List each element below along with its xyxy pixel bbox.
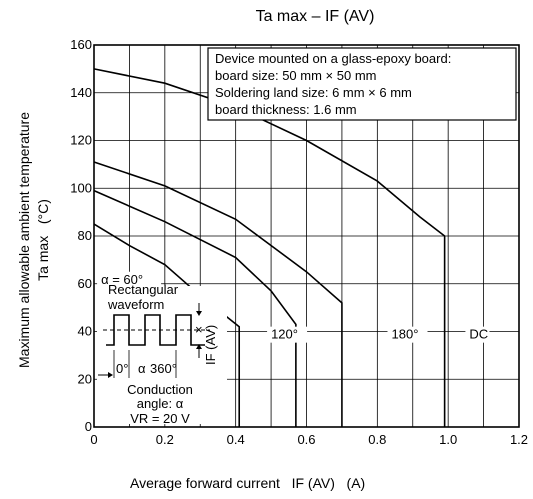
annotation-line-1: Device mounted on a glass-epoxy board: [215,51,451,66]
inset-period-label: 360° [150,361,177,376]
waveform-pulses [106,314,205,346]
x-tick-label: 0.4 [227,432,245,447]
series-label: α = 60° [101,272,143,287]
x-tick-label: 0.2 [156,432,174,447]
x-tick-label: 1.2 [510,432,528,447]
series-label-background [97,271,162,288]
annotation-line-2: board size: 50 mm × 50 mm [215,68,376,83]
series-label-background [387,326,428,343]
y-axis-label-line-1: Maximum allowable ambient temperature [16,112,32,368]
y-tick-label: 160 [70,37,92,52]
y-tick-label: 120 [70,133,92,148]
inset-axis-label: IF (AV) [203,325,218,365]
series-label: 120° [271,327,298,342]
chart-title: Ta max – IF (AV) [256,8,375,25]
series-label-background [267,326,308,343]
y-tick-label: 60 [78,276,92,291]
x-axis-label: Average forward current IF (AV) (A) [130,475,365,491]
x-tick-label: 0 [90,432,97,447]
series-label: 180° [392,327,419,342]
series-line [93,68,446,427]
x-tick-label: 0.8 [368,432,386,447]
y-tick-label: 0 [85,419,92,434]
y-tick-labels: 0 20 40 60 80 100 120 140 160 [70,37,92,434]
waveform-inset: Rectangular waveform × IF (AV) 0° α 360°… [97,282,227,426]
inset-vr-label: VR = 20 V [130,411,190,426]
y-tick-label: 20 [78,371,92,386]
x-tick-label: 0.6 [297,432,315,447]
series-label: DC [469,327,488,342]
annotation-line-4: board thickness: 1.6 mm [215,102,357,117]
series-line [93,161,343,427]
inset-zero-label: 0° [116,361,128,376]
y-axis-label-line-2: Ta max (°C) [35,199,51,281]
inset-x-mark: × [195,322,203,337]
inset-conduction-line-2: angle: α [137,396,184,411]
inset-alpha-label: α [138,361,146,376]
annotation-box: Device mounted on a glass-epoxy board: b… [207,47,517,121]
x-tick-labels: 0 0.2 0.4 0.6 0.8 1.0 1.2 [90,432,528,447]
y-tick-label: 40 [78,324,92,339]
annotation-line-3: Soldering land size: 6 mm × 6 mm [215,85,412,100]
curves [93,68,446,427]
y-tick-label: 100 [70,180,92,195]
x-tick-label: 1.0 [439,432,457,447]
y-tick-label: 140 [70,85,92,100]
series-label-background [465,326,490,343]
inset-conduction-line-1: Conduction [127,382,193,397]
series-labels: DC 180° 120° α = 60° [97,271,490,343]
y-tick-label: 80 [78,228,92,243]
inset-title-line-1: Rectangular [108,282,179,297]
plot-frame [93,44,520,428]
series-line [93,223,241,427]
inset-title-line-2: waveform [107,297,164,312]
